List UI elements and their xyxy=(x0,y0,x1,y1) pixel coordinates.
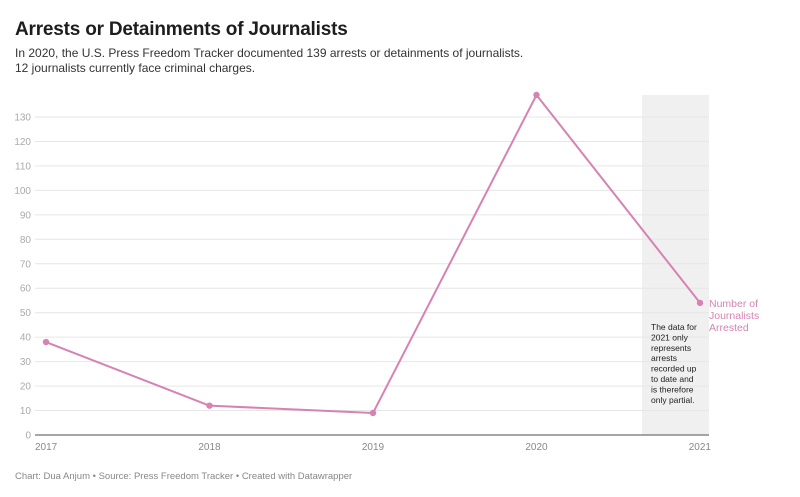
x-tick-label: 2018 xyxy=(198,442,221,453)
chart-subtitle: In 2020, the U.S. Press Freedom Tracker … xyxy=(15,46,523,76)
partial-data-note: The data for xyxy=(651,322,697,332)
chart-footer: Chart: Dua Anjum • Source: Press Freedom… xyxy=(15,471,353,482)
y-tick-label: 10 xyxy=(20,406,32,417)
partial-data-note: only partial. xyxy=(651,395,694,405)
data-point xyxy=(369,409,377,417)
partial-data-highlight xyxy=(642,95,709,435)
series-label: Number of xyxy=(709,298,758,310)
y-tick-label: 40 xyxy=(20,333,32,344)
partial-data-note: is therefore xyxy=(651,384,694,394)
y-tick-label: 120 xyxy=(14,137,31,148)
data-point xyxy=(206,402,213,409)
y-tick-label: 100 xyxy=(14,186,31,197)
y-tick-label: 130 xyxy=(14,113,31,124)
subtitle-line-1: In 2020, the U.S. Press Freedom Tracker … xyxy=(15,46,524,60)
series-label: Arrested xyxy=(709,322,749,334)
data-point xyxy=(696,299,704,307)
x-tick-label: 2017 xyxy=(35,442,58,453)
x-tick-label: 2019 xyxy=(362,442,385,453)
y-tick-label: 90 xyxy=(20,210,32,221)
y-tick-label: 60 xyxy=(20,284,32,295)
y-tick-label: 30 xyxy=(20,357,32,368)
series-line xyxy=(45,93,701,414)
x-tick-label: 2020 xyxy=(525,442,548,453)
partial-data-note: recorded up xyxy=(651,364,697,374)
partial-data-note: represents xyxy=(651,343,691,353)
subtitle-line-2: 12 journalists currently face criminal c… xyxy=(15,61,256,75)
y-tick-label: 0 xyxy=(25,431,31,442)
data-point xyxy=(533,91,540,99)
partial-data-note: 2021 only xyxy=(651,332,689,342)
y-tick-label: 20 xyxy=(20,382,32,393)
y-tick-label: 50 xyxy=(20,308,32,319)
x-tick-label: 2021 xyxy=(689,442,712,453)
y-tick-label: 110 xyxy=(15,161,31,172)
partial-data-note: arrests xyxy=(651,353,677,363)
chart-title: Arrests or Detainments of Journalists xyxy=(15,19,348,40)
partial-data-note: to date and xyxy=(651,374,694,384)
series-label: Journalists xyxy=(709,310,759,322)
data-point xyxy=(42,338,50,346)
y-tick-label: 80 xyxy=(20,235,32,246)
y-tick-label: 70 xyxy=(20,259,32,270)
